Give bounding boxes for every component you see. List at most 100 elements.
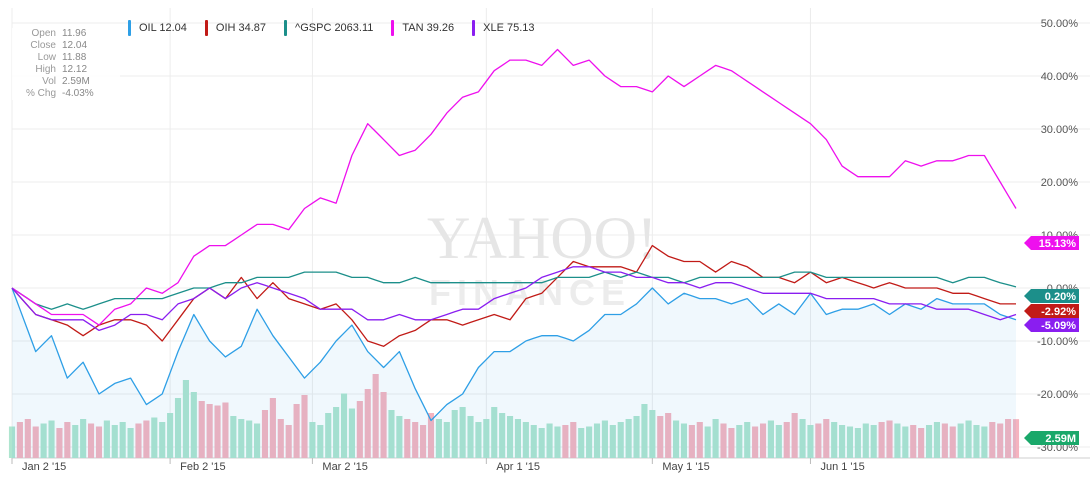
ohlc-value: 2.59M	[62, 76, 90, 87]
grid-lines	[11, 8, 1090, 459]
end-badge-label: -5.09%	[1041, 320, 1076, 332]
volume-bar	[649, 410, 656, 458]
volume-bar	[420, 425, 427, 458]
volume-bar	[443, 422, 450, 458]
volume-bar	[333, 407, 340, 458]
volume-bar	[767, 420, 774, 458]
volume-bar	[728, 428, 735, 458]
end-badge-shape	[1024, 304, 1079, 318]
volume-bar	[744, 422, 751, 458]
volume-bar	[870, 425, 877, 458]
volume-bar	[759, 423, 767, 458]
volume-bar	[546, 423, 553, 458]
legend-item[interactable]: OIL 12.04	[128, 18, 187, 38]
volume-bar	[87, 423, 95, 458]
volume-bar	[973, 425, 980, 458]
volume-bar	[1012, 419, 1020, 458]
ohlc-row: % Chg -4.03%	[12, 88, 120, 100]
legend-item[interactable]: TAN 39.26	[391, 18, 454, 38]
watermark-finance: FINANCE	[429, 272, 631, 313]
volume-bar	[981, 426, 988, 458]
volume-bar	[135, 423, 142, 458]
volume-bar	[854, 428, 861, 458]
y-tick-label: 40.00%	[1041, 71, 1079, 83]
volume-bar	[554, 426, 561, 458]
end-value-badges: 15.13% 0.20% -2.92% -5.09% 2.59M	[1024, 236, 1079, 445]
volume-bar	[925, 425, 933, 458]
volume-bar	[143, 420, 150, 458]
volume-bar	[238, 419, 245, 458]
volume-bar	[348, 408, 355, 458]
volume-bar	[459, 407, 466, 458]
legend-item[interactable]: XLE 75.13	[472, 18, 535, 38]
volume-bar	[586, 426, 593, 458]
legend-swatch	[128, 20, 131, 36]
volume-bar	[325, 413, 332, 458]
volume-bar	[127, 428, 134, 458]
volume-bar	[673, 420, 680, 458]
legend-item[interactable]: ^GSPC 2063.11	[284, 18, 373, 38]
volume-bar	[941, 423, 948, 458]
volume-bar	[285, 425, 292, 458]
volume-bar	[56, 428, 63, 458]
volume-bar	[831, 422, 838, 458]
volume-bar	[435, 419, 442, 458]
volume-bar	[151, 417, 158, 458]
legend-label: OIL 12.04	[139, 22, 187, 34]
volume-bar	[910, 425, 917, 458]
x-tick-label: Mar 2 '15	[322, 461, 368, 473]
volume-bar	[167, 413, 174, 458]
volume-bar	[617, 422, 624, 458]
volume-bar	[8, 426, 16, 458]
x-axis: Jan 2 '15 Feb 2 '15 Mar 2 '15 Apr 1 '15 May …	[11, 458, 865, 473]
y-tick-label: -10.00%	[1037, 336, 1078, 348]
volume-bar	[380, 392, 387, 458]
volume-bar	[111, 425, 118, 458]
ohlc-label: Low	[37, 52, 56, 63]
volume-badge-shape	[1024, 431, 1079, 445]
volume-bar	[902, 426, 909, 458]
volume-bar	[246, 420, 253, 458]
x-tick-label: Jun 1 '15	[820, 461, 864, 473]
legend-swatch	[391, 20, 395, 36]
ohlc-value: 11.88	[62, 52, 87, 63]
ohlc-label: Open	[31, 28, 56, 39]
volume-bar	[688, 425, 695, 458]
volume-bar	[965, 420, 972, 458]
volume-bar	[657, 416, 664, 458]
volume-bar	[807, 425, 814, 458]
series-line-oih	[11, 244, 1016, 347]
ohlc-row: Close 12.04	[12, 40, 120, 52]
volume-bar	[206, 404, 213, 458]
volume-bar	[293, 404, 300, 458]
volume-bar	[593, 423, 601, 458]
volume-bar	[530, 425, 537, 458]
ohlc-label: High	[35, 64, 56, 75]
volume-bar	[214, 405, 221, 458]
volume-bar	[198, 401, 205, 458]
legend-item[interactable]: OIH 34.87	[204, 18, 266, 38]
volume-bar	[570, 422, 577, 458]
volume-bar	[641, 404, 648, 458]
volume-bars	[8, 374, 1020, 458]
volume-bar	[752, 426, 759, 458]
volume-bar	[680, 423, 688, 458]
volume-bar	[64, 422, 71, 458]
volume-bar	[933, 422, 941, 458]
volume-bar	[823, 419, 830, 458]
x-tick-label: May 1 '15	[662, 461, 709, 473]
volume-bar	[815, 423, 822, 458]
chart-legend: OIL 12.04 OIH 34.87 ^GSPC 2063.11 TAN 39.26…	[128, 18, 553, 38]
end-badge-label: 0.20%	[1045, 291, 1076, 303]
volume-bar	[427, 413, 435, 458]
series-line-tan	[11, 48, 1017, 326]
volume-bar	[918, 428, 925, 458]
volume-bar	[467, 416, 474, 458]
volume-bar	[538, 428, 545, 458]
volume-bar	[862, 423, 869, 458]
volume-bar	[309, 422, 316, 458]
legend-label: XLE 75.13	[483, 22, 535, 34]
volume-bar	[522, 422, 529, 458]
volume-bar	[791, 413, 798, 458]
